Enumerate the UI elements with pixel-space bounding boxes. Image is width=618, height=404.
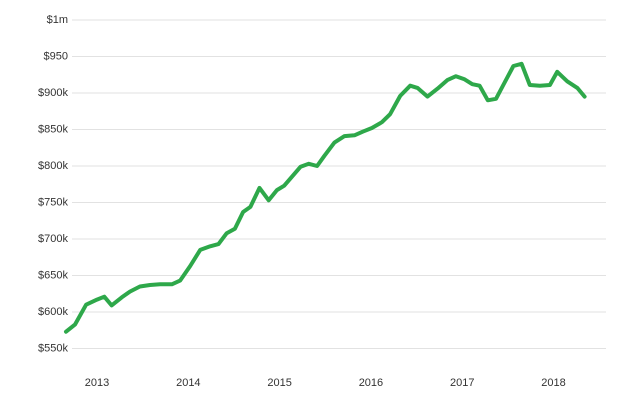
y-tick-label: $650k [38, 269, 68, 281]
x-tick-label: 2013 [85, 377, 109, 389]
y-tick-label: $600k [38, 306, 68, 318]
y-tick-label: $800k [38, 160, 68, 172]
y-tick-label: $550k [38, 342, 68, 354]
x-tick-label: 2014 [176, 377, 200, 389]
y-tick-label: $750k [38, 196, 68, 208]
data-line [64, 61, 587, 334]
y-tick-label: $850k [38, 123, 68, 135]
x-tick-label: 2015 [267, 377, 291, 389]
x-tick-label: 2018 [541, 377, 565, 389]
x-tick-label: 2017 [450, 377, 474, 389]
x-tick-label: 2016 [359, 377, 383, 389]
y-tick-label: $900k [38, 87, 68, 99]
y-tick-label: $700k [38, 233, 68, 245]
y-tick-label: $950 [44, 50, 68, 62]
y-tick-label: $1m [47, 14, 68, 26]
